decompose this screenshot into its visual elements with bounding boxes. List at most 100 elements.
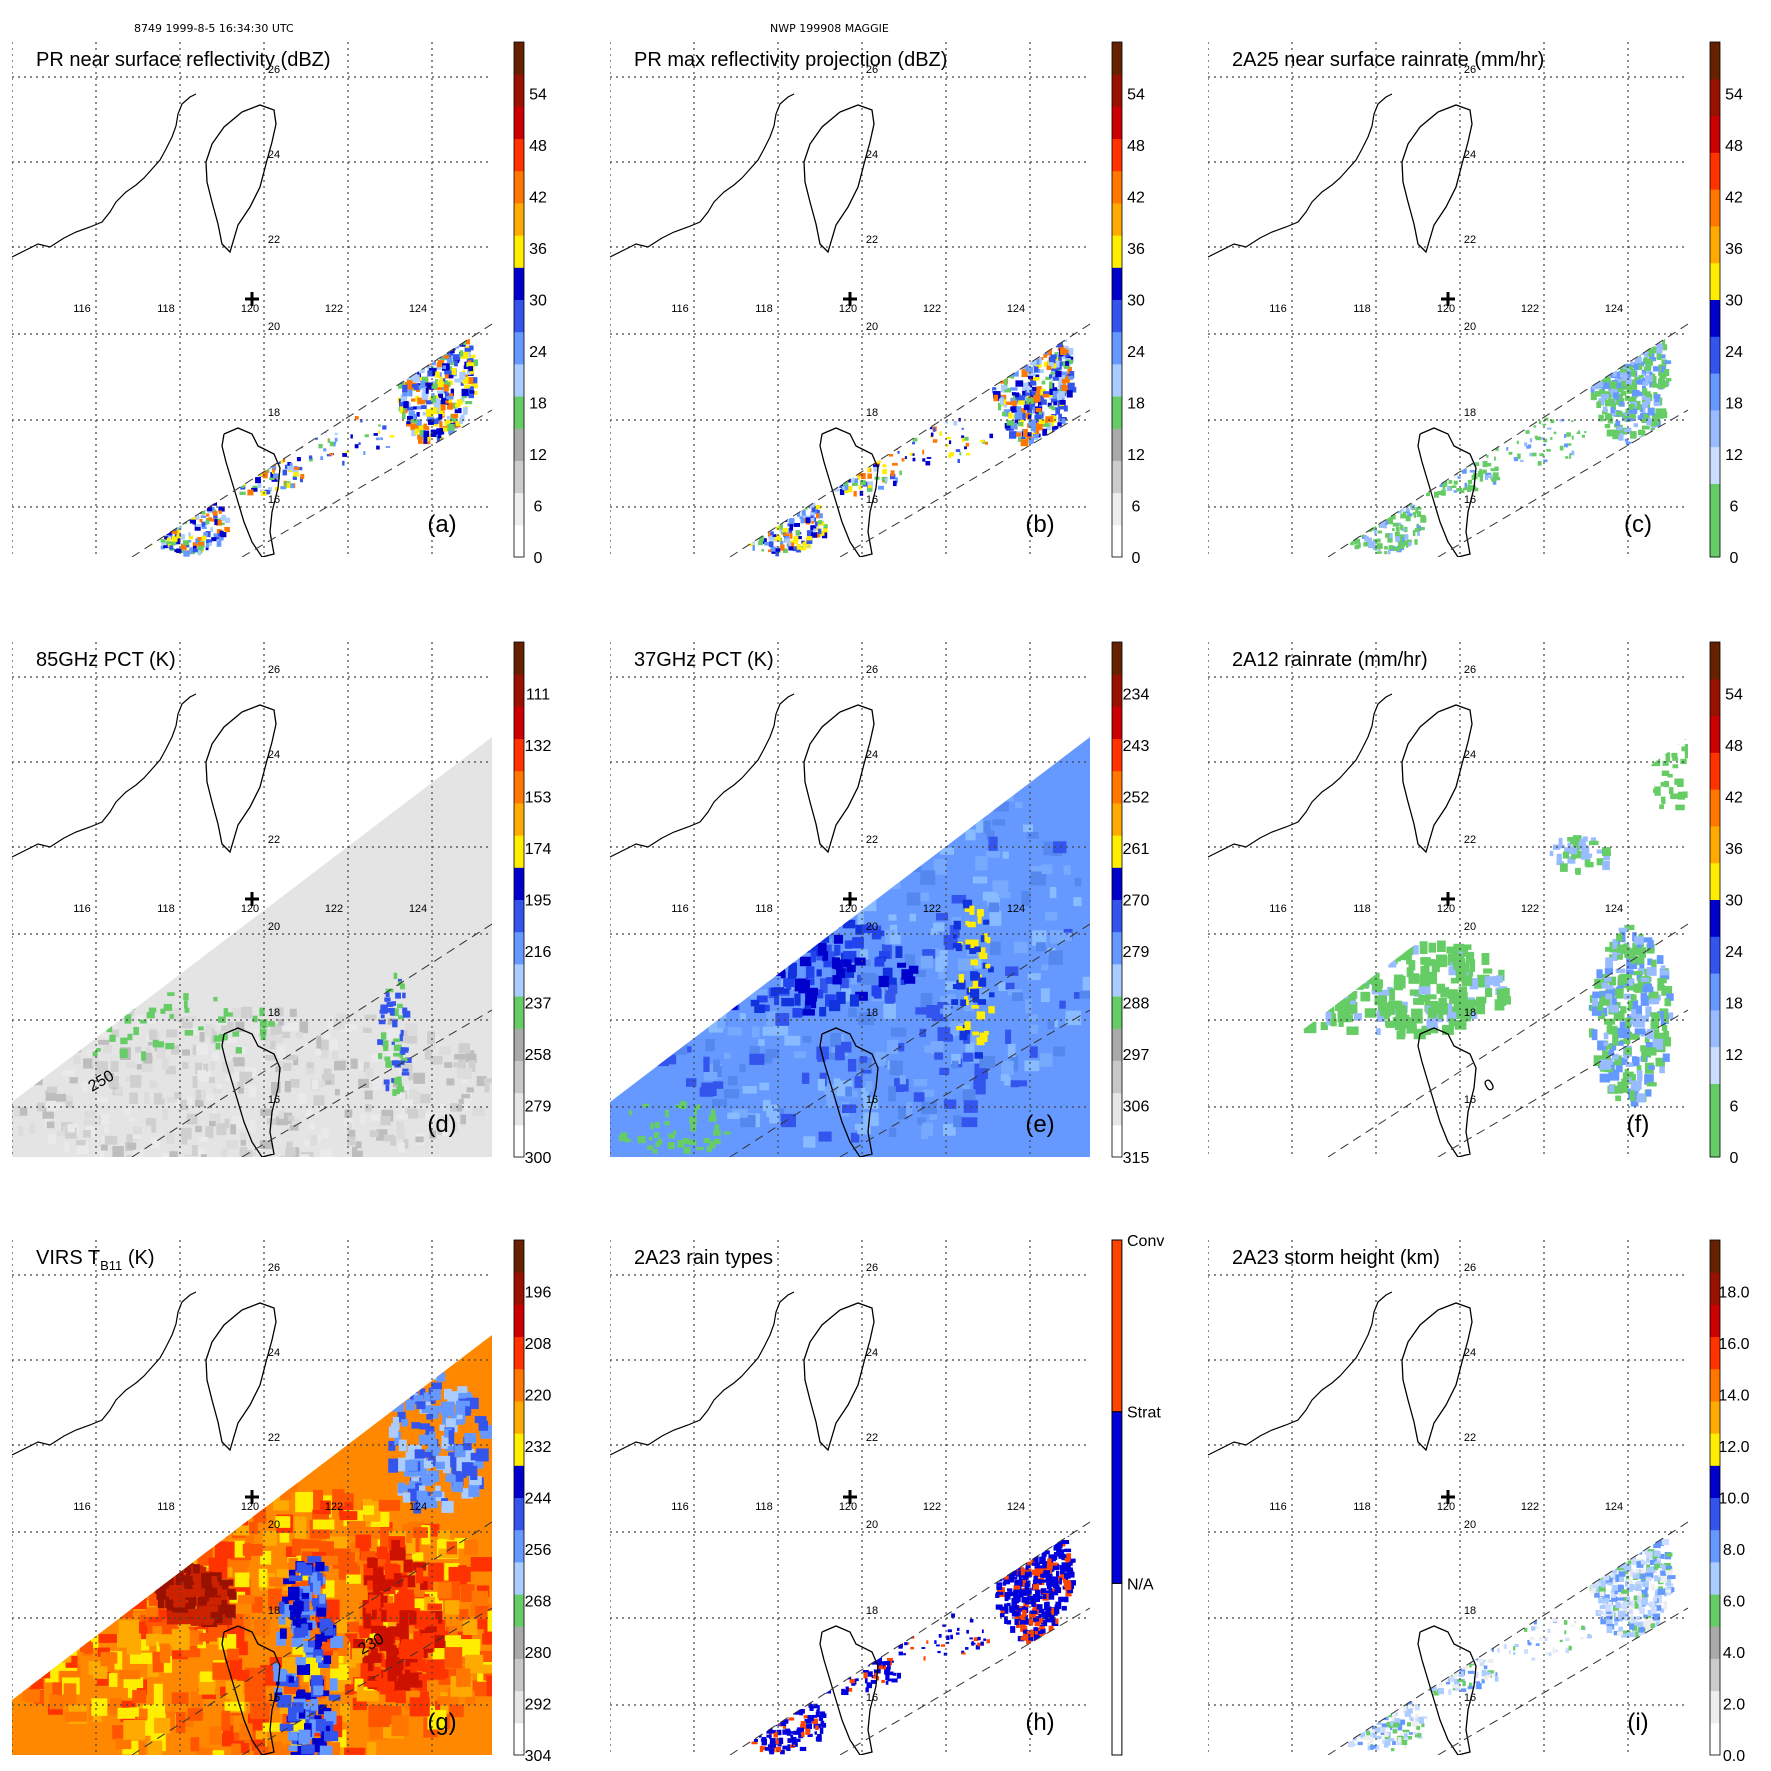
field-pixel	[801, 816, 809, 826]
field-pixel	[435, 334, 443, 342]
field-pixel	[1633, 423, 1638, 428]
field-pixel	[1486, 462, 1492, 467]
colorbar-swatch	[514, 138, 524, 172]
field-pixel	[1609, 988, 1617, 996]
field-pixel	[1630, 318, 1635, 323]
field-pixel	[1448, 1020, 1460, 1027]
field-pixel	[463, 1098, 470, 1111]
field-pixel	[165, 1065, 176, 1075]
field-pixel	[1484, 976, 1495, 986]
field-pixel	[895, 477, 898, 484]
field-pixel	[65, 1127, 77, 1139]
colorbar-tick: 234	[1123, 687, 1150, 704]
field-pixel	[938, 964, 947, 979]
field-pixel	[402, 1010, 411, 1018]
colorbar-swatch	[1112, 267, 1122, 300]
field-pixel	[400, 1047, 406, 1055]
field-pixel	[432, 324, 439, 327]
field-pixel	[958, 974, 965, 983]
field-pixel	[682, 1138, 690, 1145]
field-pixel	[1664, 741, 1673, 748]
field-pixel	[1615, 1064, 1623, 1073]
field-pixel	[740, 524, 745, 529]
field-pixel	[166, 1029, 178, 1038]
field-pixel	[1010, 344, 1014, 349]
field-pixel	[749, 947, 760, 956]
field-pixel	[220, 1148, 228, 1157]
field-pixel	[1453, 480, 1458, 485]
field-pixel	[346, 1123, 353, 1135]
field-pixel	[436, 428, 444, 435]
field-pixel	[1309, 985, 1317, 996]
field-pixel	[392, 370, 400, 375]
field-pixel	[817, 1078, 826, 1091]
field-pixel	[12, 1113, 13, 1122]
field-pixel	[1607, 346, 1613, 351]
field-pixel	[1638, 375, 1644, 379]
field-pixel	[181, 1127, 192, 1140]
field-pixel	[1627, 1077, 1632, 1083]
field-pixel	[668, 1142, 673, 1147]
field-pixel	[1604, 347, 1612, 352]
field-pixel	[1651, 724, 1660, 732]
field-pixel	[232, 474, 236, 480]
field-pixel	[988, 836, 998, 851]
field-pixel	[1003, 370, 1007, 375]
field-pixel	[445, 400, 452, 404]
field-pixel	[842, 959, 852, 968]
field-pixel	[466, 371, 471, 375]
field-pixel	[1048, 374, 1053, 379]
field-pixel	[358, 1061, 366, 1070]
field-pixel	[1525, 430, 1530, 434]
field-pixel	[1606, 363, 1614, 369]
coastline-taiwan	[803, 104, 875, 254]
field-pixel	[217, 1016, 226, 1023]
colorbar-swatch	[514, 738, 524, 772]
field-pixel	[461, 388, 469, 397]
field-pixel	[1619, 369, 1628, 376]
field-pixel	[408, 1072, 416, 1081]
field-pixel	[1003, 384, 1008, 390]
field-pixel	[456, 334, 461, 342]
field-pixel	[949, 924, 960, 938]
field-pixel	[685, 1046, 692, 1053]
field-pixel	[1658, 364, 1667, 373]
panel-letter: (c)	[1624, 511, 1652, 538]
field-pixel	[373, 433, 378, 436]
lat-label: 26	[866, 664, 878, 676]
field-pixel	[851, 466, 858, 470]
field-pixel	[1615, 410, 1623, 416]
field-pixel	[854, 1076, 863, 1088]
field-pixel	[909, 859, 922, 873]
field-pixel	[1492, 428, 1496, 434]
field-pixel	[1015, 338, 1024, 342]
field-pixel	[888, 426, 892, 429]
field-pixel	[74, 1028, 87, 1034]
colorbar-swatch	[1112, 867, 1122, 900]
field-pixel	[430, 407, 438, 415]
field-pixel	[1683, 722, 1692, 727]
field-pixel	[56, 1131, 69, 1137]
field-pixel	[1384, 546, 1388, 550]
lon-label: 126	[493, 303, 511, 315]
field-pixel	[1647, 939, 1654, 949]
panel-title: PR near surface reflectivity (dBZ)	[36, 49, 331, 71]
field-pixel	[751, 510, 755, 515]
lat-label: 22	[268, 834, 280, 846]
field-pixel	[193, 498, 200, 501]
colorbar-swatch	[1710, 825, 1720, 864]
field-pixel	[387, 1018, 396, 1025]
field-pixel	[398, 362, 405, 370]
field-pixel	[1414, 487, 1418, 491]
field-pixel	[1038, 400, 1042, 406]
field-pixel	[248, 1085, 256, 1098]
field-pixel	[712, 1099, 728, 1107]
field-pixel	[448, 374, 454, 379]
field-pixel	[471, 377, 478, 385]
field-pixel	[407, 402, 411, 408]
field-pixel	[413, 337, 419, 345]
field-pixel	[669, 943, 678, 950]
colorbar-tick: 48	[1725, 138, 1743, 155]
field-pixel	[838, 477, 842, 481]
colorbar-swatch	[514, 1092, 524, 1126]
